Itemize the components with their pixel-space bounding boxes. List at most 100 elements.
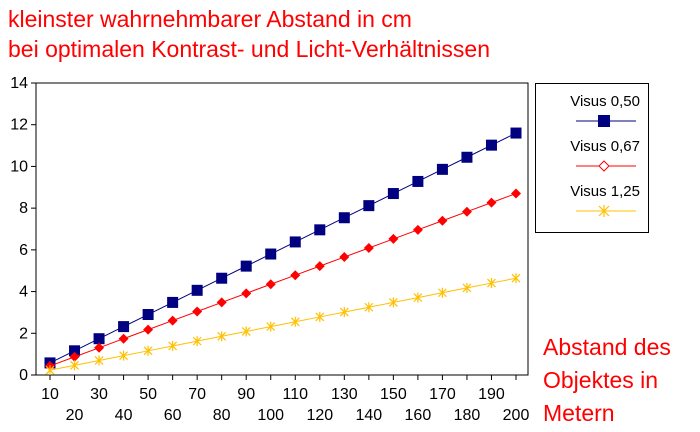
y-tick-label: 6 <box>19 242 28 259</box>
series-line <box>49 193 517 367</box>
data-point-diamond <box>461 206 472 217</box>
x-tick-label: 70 <box>188 386 206 403</box>
y-tick-label: 14 <box>10 75 28 92</box>
legend-swatch-asterisk-marker <box>576 205 636 217</box>
data-point-asterisk <box>192 336 202 347</box>
y-tick-label: 4 <box>19 284 28 301</box>
data-point-diamond <box>143 324 154 335</box>
data-point-diamond <box>118 333 129 344</box>
data-point-asterisk <box>241 326 251 337</box>
y-tick-label: 8 <box>19 200 28 217</box>
data-point-asterisk <box>462 282 472 293</box>
data-point-asterisk <box>94 355 104 366</box>
data-point-square <box>69 345 81 357</box>
data-point-asterisk <box>290 316 300 327</box>
x-tick-label: 20 <box>66 407 84 424</box>
y-tick-label: 2 <box>19 325 28 342</box>
data-point-square <box>510 127 522 139</box>
data-point-square <box>93 333 105 345</box>
chart-title-line-2: bei optimalen Kontrast- und Licht-Verhäl… <box>8 36 491 62</box>
x-tick-label: 50 <box>139 386 157 403</box>
x-tick-label: 190 <box>478 386 505 403</box>
data-point-asterisk <box>315 311 325 322</box>
series-line <box>49 277 517 371</box>
data-point-asterisk <box>437 287 447 298</box>
x-tick-label: 180 <box>454 407 481 424</box>
data-point-diamond <box>486 197 497 208</box>
legend-label: Visus 0,67 <box>570 138 640 155</box>
data-point-asterisk <box>168 340 178 351</box>
x-tick-label: 100 <box>257 407 284 424</box>
data-point-asterisk <box>487 278 496 289</box>
data-point-square <box>461 151 473 163</box>
data-point-square <box>167 296 179 308</box>
legend-swatch-diamond-marker <box>576 160 636 172</box>
data-point-asterisk <box>217 331 227 342</box>
x-tick-label: 60 <box>164 407 182 424</box>
data-point-asterisk <box>266 321 276 332</box>
data-point-diamond <box>265 279 276 290</box>
data-point-asterisk <box>413 292 423 303</box>
data-point-square <box>485 139 497 151</box>
data-point-asterisk <box>143 345 153 356</box>
chart-title-line-1: kleinster wahrnehmbarer Abstand in cm <box>8 6 412 32</box>
data-point-square <box>240 260 252 272</box>
data-point-diamond <box>412 224 423 235</box>
data-point-asterisk <box>364 302 374 313</box>
x-axis-label-line-1: Abstand des <box>543 334 671 360</box>
x-tick-label: 120 <box>306 407 333 424</box>
data-point-square <box>191 284 203 296</box>
data-point-diamond <box>363 242 374 253</box>
data-point-diamond <box>437 215 448 226</box>
x-tick-label: 10 <box>41 386 59 403</box>
y-tick-label: 0 <box>19 367 28 384</box>
data-point-asterisk <box>70 360 79 371</box>
x-tick-label: 80 <box>213 407 231 424</box>
x-tick-label: 150 <box>380 386 407 403</box>
data-point-diamond <box>167 315 178 326</box>
data-point-square <box>142 309 154 321</box>
data-point-square <box>216 272 228 284</box>
data-point-asterisk <box>119 350 129 361</box>
y-tick-label: 12 <box>10 117 28 134</box>
x-tick-label: 90 <box>237 386 255 403</box>
y-tick-label: 10 <box>10 158 28 175</box>
data-point-square <box>387 188 399 200</box>
legend-label: Visus 0,50 <box>570 93 640 110</box>
x-tick-label: 200 <box>503 407 530 424</box>
data-point-asterisk <box>388 297 398 308</box>
data-point-diamond <box>388 233 399 244</box>
data-point-diamond <box>69 351 80 362</box>
x-tick-label: 160 <box>405 407 432 424</box>
data-point-diamond <box>192 306 203 317</box>
chart-axes <box>35 82 529 376</box>
legend-swatch-square-marker <box>576 115 636 127</box>
data-point-square <box>265 248 277 260</box>
data-point-asterisk <box>339 307 349 318</box>
data-point-square <box>338 212 350 224</box>
data-point-square <box>314 224 326 236</box>
data-point-diamond <box>339 252 350 263</box>
x-tick-label: 110 <box>283 386 309 403</box>
chart-series <box>44 127 522 376</box>
data-point-square <box>412 175 424 187</box>
x-axis-label-line-3: Metern <box>543 400 615 426</box>
data-point-square <box>436 163 448 175</box>
x-tick-label: 140 <box>355 407 382 424</box>
data-point-diamond <box>314 261 325 272</box>
data-point-asterisk <box>45 365 55 376</box>
x-tick-label: 130 <box>331 386 358 403</box>
x-tick-label: 40 <box>115 407 133 424</box>
data-point-square <box>289 236 301 248</box>
data-point-diamond <box>216 297 227 308</box>
x-tick-label: 170 <box>429 386 456 403</box>
data-point-square <box>363 200 375 212</box>
data-point-diamond <box>241 288 252 299</box>
x-tick-label: 30 <box>90 386 108 403</box>
data-point-square <box>118 321 130 333</box>
data-point-diamond <box>511 188 521 199</box>
data-point-diamond <box>290 270 301 281</box>
legend-label: Visus 1,25 <box>570 183 640 200</box>
